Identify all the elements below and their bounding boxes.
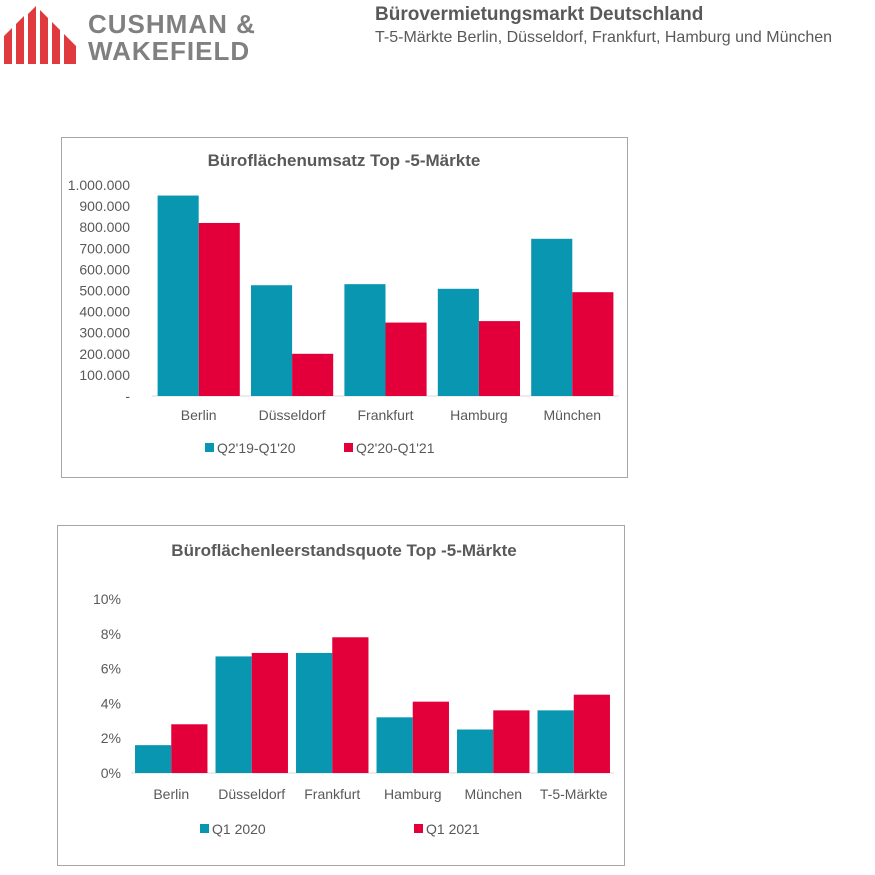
page-subtitle: T-5-Märkte Berlin, Düsseldorf, Frankfurt… xyxy=(375,29,833,46)
chart-office-vacancy-rate-svg: Büroflächenleerstandsquote Top -5-Märkte… xyxy=(93,541,614,837)
chart2-ytick-label: 2% xyxy=(101,730,121,746)
chart-office-take-up: Büroflächenumsatz Top -5-Märkte - 100.000 2… xyxy=(61,137,628,478)
chart2-bar-2 xyxy=(251,652,288,773)
chart2-ytick-label: 0% xyxy=(101,765,121,781)
chart2-title: Büroflächenleerstandsquote Top -5-Märkte xyxy=(171,541,516,560)
chart1-legend-label: Q2'20-Q1'21 xyxy=(356,440,435,456)
chart2-bar-1 xyxy=(457,729,494,773)
chart2-bar-2 xyxy=(493,710,530,773)
chart1-ytick-label: 300.000 xyxy=(79,325,130,341)
logo-mark-icon xyxy=(4,6,76,64)
chart2-bar-2 xyxy=(412,701,449,773)
chart-office-vacancy-rate: Büroflächenleerstandsquote Top -5-Märkte… xyxy=(57,525,625,866)
chart1-category-label: Frankfurt xyxy=(357,407,413,423)
chart2-bar-2 xyxy=(573,694,610,773)
chart1-legend-label: Q2'19-Q1'20 xyxy=(217,440,296,456)
chart2-legend-swatch xyxy=(200,824,209,833)
chart1-category-label: Hamburg xyxy=(450,407,508,423)
chart1-category-label: München xyxy=(544,407,602,423)
chart-office-take-up-svg: Büroflächenumsatz Top -5-Märkte - 100.000 2… xyxy=(68,151,619,456)
chart2-bar-1 xyxy=(296,652,333,773)
chart1-ytick-label: 600.000 xyxy=(79,261,130,277)
logo-text-line1: CUSHMAN & xyxy=(88,9,256,39)
chart1-ytick-label: - xyxy=(125,388,130,404)
chart1-bar-2 xyxy=(292,353,334,396)
chart1-bar-1 xyxy=(437,288,479,396)
chart2-bar-1 xyxy=(135,745,172,773)
chart1-bar-1 xyxy=(251,285,293,396)
chart1-bar-1 xyxy=(344,284,386,396)
chart1-bar-2 xyxy=(198,222,240,396)
chart1-ytick-label: 400.000 xyxy=(79,304,130,320)
chart1-legend-swatch xyxy=(344,443,353,452)
chart2-ytick-label: 6% xyxy=(101,661,121,677)
cushman-wakefield-logo xyxy=(4,6,76,64)
chart2-legend-swatch xyxy=(414,824,423,833)
chart1-bar-1 xyxy=(531,238,573,396)
chart2-bar-2 xyxy=(332,637,369,773)
chart2-category-label: München xyxy=(464,786,522,802)
chart2-legend-label: Q1 2021 xyxy=(426,821,480,837)
chart2-category-label: Frankfurt xyxy=(304,786,360,802)
chart2-ytick-label: 4% xyxy=(101,695,121,711)
chart2-bar-1 xyxy=(215,656,252,773)
chart2-bar-1 xyxy=(537,710,574,773)
chart2-legend-label: Q1 2020 xyxy=(212,821,266,837)
chart1-ytick-label: 900.000 xyxy=(79,198,130,214)
chart2-category-label: Hamburg xyxy=(384,786,442,802)
chart1-title: Büroflächenumsatz Top -5-Märkte xyxy=(208,151,481,170)
chart2-category-label: T-5-Märkte xyxy=(540,786,608,802)
chart2-ytick-label: 8% xyxy=(101,626,121,642)
chart1-legend-swatch xyxy=(205,443,214,452)
chart1-bar-2 xyxy=(385,322,427,396)
chart1-ytick-label: 200.000 xyxy=(79,346,130,362)
page-title: Bürovermietungsmarkt Deutschland xyxy=(375,4,704,25)
chart2-category-label: Berlin xyxy=(153,786,189,802)
chart1-category-label: Düsseldorf xyxy=(259,407,326,423)
chart1-ytick-label: 700.000 xyxy=(79,240,130,256)
logo-text-line2: WAKEFIELD xyxy=(88,36,251,66)
chart1-ytick-label: 1.000.000 xyxy=(68,177,130,193)
chart1-category-label: Berlin xyxy=(181,407,217,423)
chart1-ytick-label: 500.000 xyxy=(79,283,130,299)
chart2-bar-2 xyxy=(171,724,208,773)
chart1-bar-2 xyxy=(572,292,614,396)
chart1-ytick-label: 100.000 xyxy=(79,367,130,383)
chart1-bar-2 xyxy=(478,321,520,396)
chart2-ytick-label: 10% xyxy=(93,591,121,607)
chart1-bar-1 xyxy=(157,195,199,396)
chart2-bar-1 xyxy=(376,717,413,773)
chart1-ytick-label: 800.000 xyxy=(79,219,130,235)
chart2-category-label: Düsseldorf xyxy=(218,786,285,802)
